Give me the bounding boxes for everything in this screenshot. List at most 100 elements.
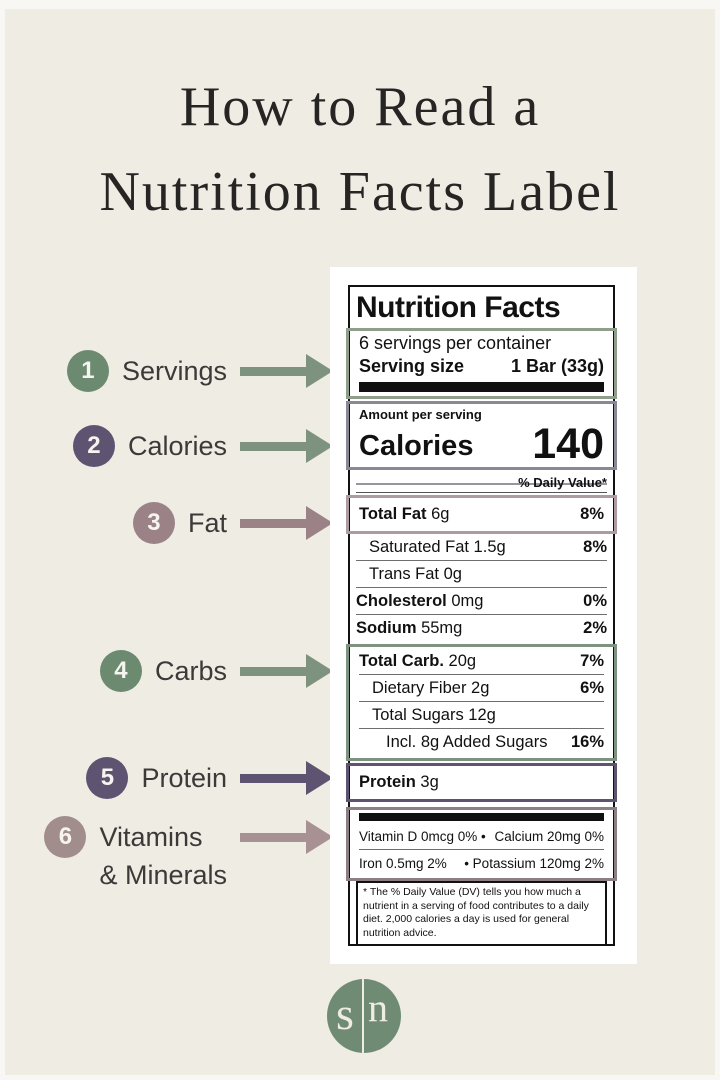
nutrient-row-sodium: Sodium 55mg 2%	[356, 615, 607, 642]
highlight-carbs: Total Carb. 20g 7% Dietary Fiber 2g 6% T…	[346, 644, 617, 761]
nutrient-percent: 8%	[583, 537, 607, 556]
nutrient-percent: 0%	[583, 591, 607, 610]
nutrient-percent: 6%	[580, 678, 604, 697]
logo-letter-n: n	[368, 985, 388, 1030]
servings-per-container: 6 servings per container	[359, 333, 552, 353]
callout-label: Fat	[187, 508, 227, 538]
arrow-head	[306, 761, 333, 795]
vitamin-right: • Potassium 120mg 2%	[464, 855, 604, 871]
nutrient-name: Sodium	[356, 619, 417, 637]
nutrient-name: Total Carb.	[359, 651, 444, 670]
arrow-head	[306, 820, 333, 854]
nutrient-row-total-fat: Total Fat 6g 8%	[359, 499, 604, 529]
calories-row: Calories 140	[359, 420, 604, 468]
logo-letter-s: s	[336, 988, 354, 1039]
callout-number-badge: 1	[66, 350, 109, 392]
arrow-head	[306, 429, 333, 463]
nutrient-row-cholesterol: Cholesterol 0mg 0%	[356, 588, 607, 615]
nutrient-row-trans-fat: Trans Fat 0g	[356, 561, 607, 588]
callout-label-line1: Vitamins	[99, 822, 203, 852]
nutrient-amount: Saturated Fat 1.5g	[369, 537, 506, 556]
daily-value-header: % Daily Value*	[356, 473, 607, 493]
nutrient-row-total-carb: Total Carb. 20g 7%	[359, 648, 604, 675]
page-title-line2: Nutrition Facts Label	[99, 161, 621, 223]
thick-divider-bar	[359, 813, 604, 821]
logo-divider-line	[362, 979, 364, 1053]
arrow-right-icon	[240, 761, 333, 795]
nutrient-amount: 6g	[426, 504, 450, 523]
arrow-right-icon	[240, 654, 333, 688]
calories-word: Calories	[359, 430, 474, 462]
page-title: How to Read a Nutrition Facts Label	[5, 65, 715, 235]
nutrient-amount: Dietary Fiber 2g	[372, 678, 490, 697]
vitamin-left: Iron 0.5mg 2%	[359, 855, 447, 871]
callout-vitamins-minerals: 6 Vitamins & Minerals	[44, 816, 333, 894]
nutrient-amount: Total Sugars 12g	[372, 705, 496, 724]
arrow-shaft	[240, 832, 306, 842]
skn-logo-icon: s n	[327, 979, 401, 1053]
amount-per-serving: Amount per serving	[359, 407, 482, 422]
nutrient-name: Cholesterol	[356, 591, 447, 610]
arrow-head	[306, 354, 333, 388]
callout-label-line2: & Minerals	[99, 860, 227, 890]
daily-value-footnote: * The % Daily Value (DV) tells you how m…	[356, 881, 607, 946]
highlight-servings: 6 servings per container Serving size 1 …	[346, 328, 617, 399]
callout-servings: 1 Servings	[66, 350, 333, 392]
callout-label: Carbs	[154, 656, 227, 686]
nutrient-row-added-sugars: Incl. 8g Added Sugars 16%	[359, 729, 604, 756]
nutrient-percent: 8%	[580, 504, 604, 523]
callout-fat: 3 Fat	[132, 502, 333, 544]
highlight-vitamins: Vitamin D 0mcg 0% • Calcium 20mg 0% Iron…	[346, 807, 617, 881]
nutrient-amount: 0mg	[446, 591, 484, 610]
vitamin-left: Vitamin D 0mcg 0% •	[359, 829, 486, 844]
arrow-shaft	[240, 441, 306, 451]
nutrient-row-protein: Protein 3g	[359, 767, 604, 797]
callout-carbs: 4 Carbs	[99, 650, 333, 692]
highlight-protein: Protein 3g	[346, 763, 617, 802]
arrow-right-icon	[240, 820, 333, 854]
arrow-shaft	[240, 518, 306, 528]
callout-number-badge: 4	[99, 650, 142, 692]
nutrient-row-dietary-fiber: Dietary Fiber 2g 6%	[359, 675, 604, 702]
nutrient-amount: 3g	[415, 772, 439, 791]
calories-value: 140	[532, 420, 604, 468]
page-title-line1: How to Read a	[179, 76, 541, 138]
nutrient-amount: Incl. 8g Added Sugars	[386, 733, 548, 751]
callout-number-badge: 3	[132, 502, 175, 544]
nutrient-amount: 20g	[443, 651, 477, 670]
arrow-right-icon	[240, 354, 333, 388]
nutrient-name: Total Fat	[359, 504, 427, 523]
callout-label: Vitamins & Minerals	[99, 818, 227, 894]
arrow-shaft	[240, 366, 306, 376]
nutrient-row-saturated-fat: Saturated Fat 1.5g 8%	[356, 534, 607, 561]
nutrient-percent: 2%	[583, 619, 607, 637]
highlight-calories: Amount per serving Calories 140	[346, 401, 617, 470]
arrow-head	[306, 506, 333, 540]
arrow-right-icon	[240, 429, 333, 463]
nutrient-percent: 16%	[570, 733, 604, 751]
nutrient-name: Protein	[359, 772, 416, 791]
highlight-fat: Total Fat 6g 8%	[346, 495, 617, 534]
nutrient-row-total-sugars: Total Sugars 12g	[359, 702, 604, 729]
callout-calories: 2 Calories	[72, 425, 333, 467]
nutrient-amount: 55mg	[416, 619, 463, 637]
callout-number-badge: 2	[72, 425, 115, 467]
arrow-shaft	[240, 666, 306, 676]
vitamin-right: Calcium 20mg 0%	[494, 829, 604, 844]
serving-size-value: 1 Bar (33g)	[510, 356, 604, 376]
thick-divider-bar	[359, 382, 604, 392]
nutrition-facts-title: Nutrition Facts	[356, 291, 561, 324]
serving-size-label: Serving size	[359, 356, 465, 376]
nutrient-percent: 7%	[580, 651, 604, 670]
arrow-shaft	[240, 773, 306, 783]
arrow-head	[306, 654, 333, 688]
nutrition-facts-label: Nutrition Facts 6 servings per container…	[346, 285, 617, 946]
serving-size-row: Serving size 1 Bar (33g)	[359, 354, 604, 378]
callout-number-badge: 6	[44, 816, 87, 858]
callout-number-badge: 5	[86, 757, 129, 799]
callout-label: Servings	[121, 356, 227, 386]
vitamin-row-2: Iron 0.5mg 2% • Potassium 120mg 2%	[359, 850, 604, 876]
nutrient-amount: Trans Fat 0g	[369, 564, 462, 583]
callout-label: Calories	[127, 431, 227, 461]
